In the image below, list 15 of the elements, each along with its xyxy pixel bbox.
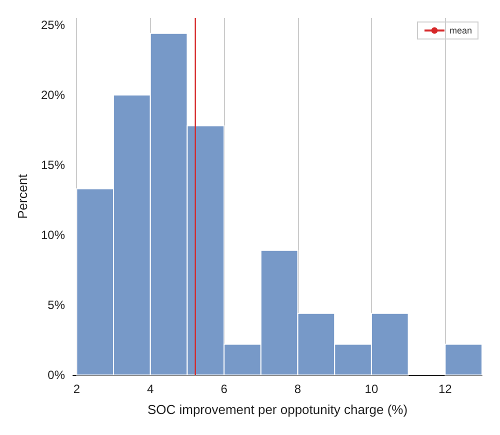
y-tick-label: 25% — [40, 18, 66, 32]
x-tick-label: 8 — [294, 382, 302, 396]
y-tick-label: 0% — [48, 368, 66, 382]
x-tick-label: 6 — [220, 382, 228, 396]
x-tick-label: 10 — [364, 382, 378, 396]
y-tick-label: 20% — [40, 88, 66, 102]
y-tick-label: 15% — [40, 158, 66, 172]
x-axis-title: SOC improvement per oppotunity charge (%) — [147, 402, 408, 417]
y-tick-label: 10% — [40, 228, 66, 242]
x-tick-label: 12 — [438, 382, 452, 396]
x-tick-label: 2 — [73, 382, 80, 396]
x-tick-label: 4 — [147, 382, 154, 396]
y-tick-label: 5% — [48, 298, 66, 312]
legend-label: mean — [449, 26, 472, 36]
y-axis-title: Percent — [15, 174, 30, 219]
